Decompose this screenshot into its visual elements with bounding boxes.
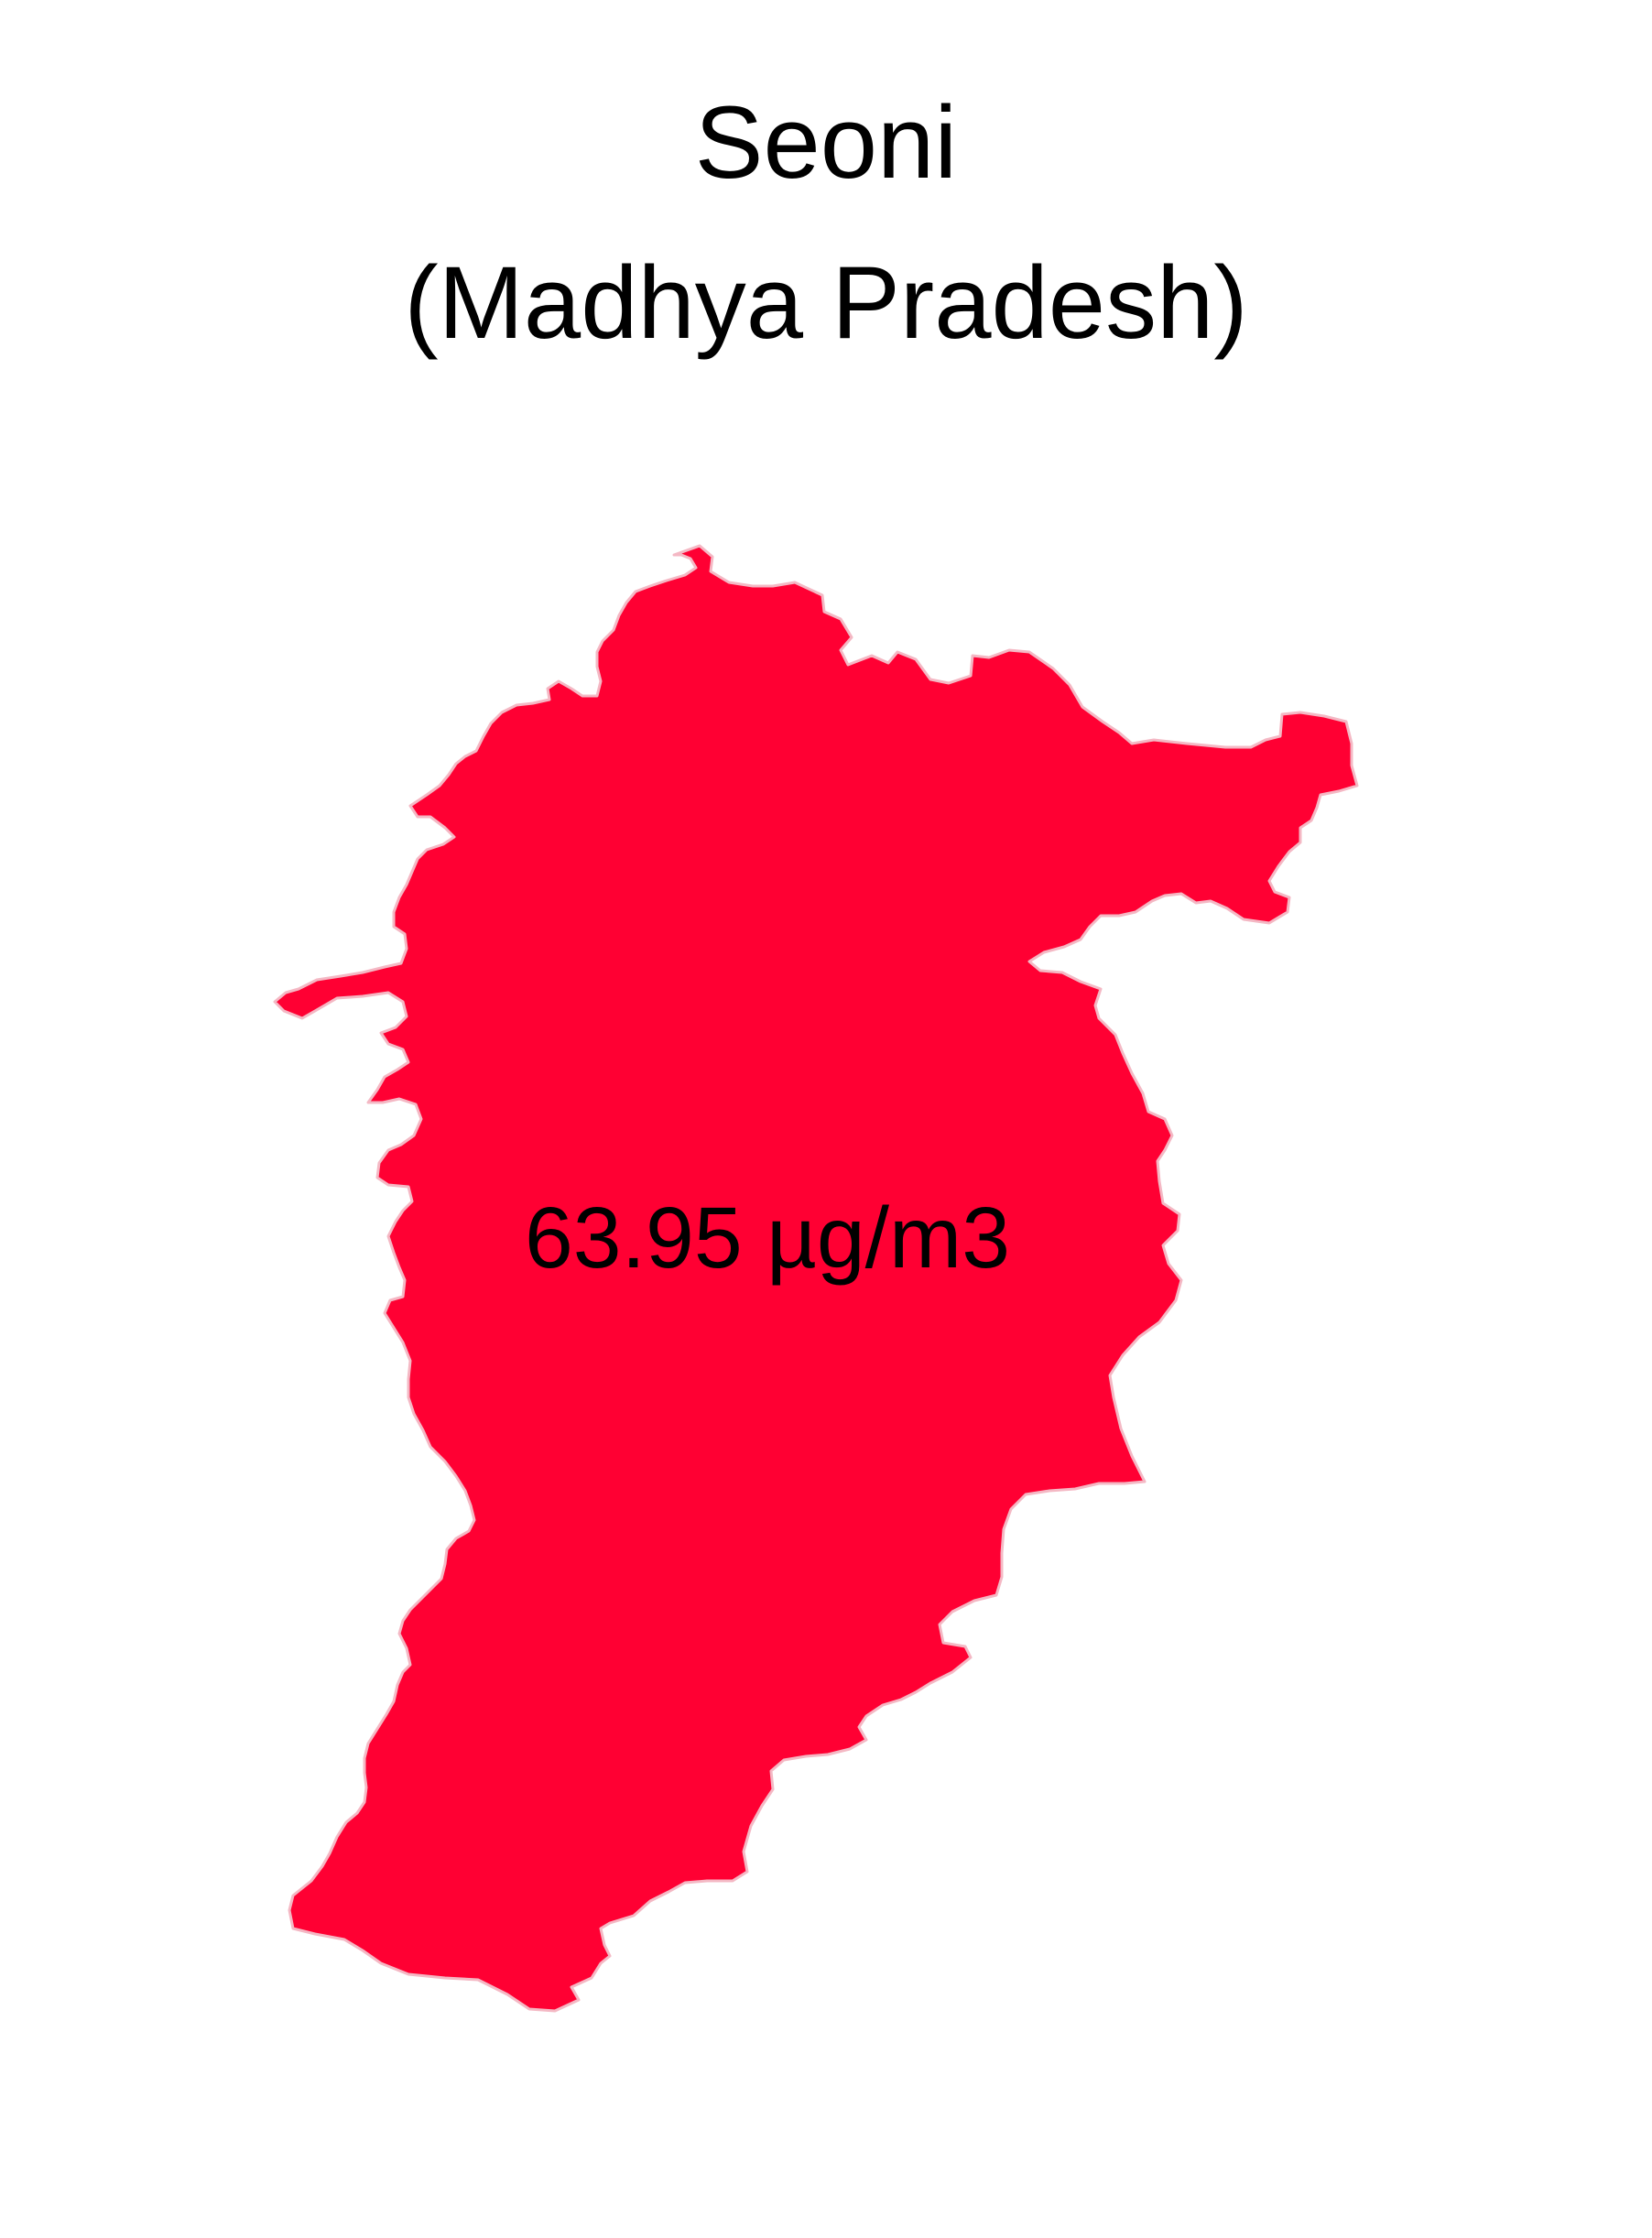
state-name: (Madhya Pradesh) [404,245,1248,360]
region-value-label: 63.95 µg/m3 [525,1190,1010,1287]
map-title: Seoni (Madhya Pradesh) [0,62,1652,383]
district-region-shape [273,544,1359,2013]
district-name: Seoni [694,85,958,200]
